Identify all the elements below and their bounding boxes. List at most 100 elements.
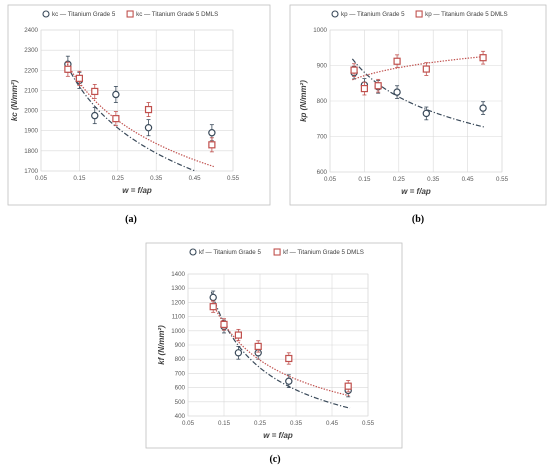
y-axis-title: kf (N/mm²)	[157, 325, 166, 365]
data-point-dmls	[91, 87, 99, 96]
chart-frame	[145, 242, 403, 449]
trendline-ti5	[65, 63, 197, 171]
y-tick-label: 1700	[24, 168, 38, 175]
y-tick-label: 1800	[24, 148, 38, 155]
data-point-dmls	[208, 141, 216, 149]
plot-area	[40, 29, 234, 172]
trendline-dmls	[352, 55, 485, 81]
chart-frame	[289, 4, 547, 206]
y-tick-label: 400	[175, 413, 186, 420]
x-tick-label: 0.35	[427, 176, 440, 183]
y-tick-label: 600	[175, 385, 186, 392]
x-tick-label: 0.05	[35, 175, 48, 182]
legend-marker-circle	[42, 10, 50, 18]
legend-marker-square	[415, 10, 423, 18]
panel-caption: (c)	[269, 454, 280, 465]
y-tick-label: 600	[317, 169, 328, 176]
data-point-dmls	[144, 105, 153, 114]
trendline-ti5	[210, 291, 351, 409]
chart-panel-2: 600 700 800 900 1000 0.05 0.15 0.25 0.35 0.45 0.55…	[289, 4, 547, 206]
x-tick-label: 0.55	[362, 420, 375, 427]
x-tick-label: 0.55	[227, 175, 240, 182]
panel-caption: (a)	[125, 214, 137, 225]
legend-marker-square	[273, 248, 281, 256]
y-tick-label: 1300	[171, 285, 185, 292]
data-point-dmls	[393, 57, 401, 65]
y-tick-label: 900	[317, 63, 328, 70]
y-tick-label: 1000	[313, 27, 327, 34]
x-tick-label: 0.15	[73, 175, 86, 182]
data-point-dmls	[254, 342, 262, 351]
data-point-dmls	[374, 82, 382, 90]
y-tick-label: 800	[175, 356, 186, 363]
data-point-ti5	[422, 109, 431, 118]
y-tick-label: 1400	[171, 271, 185, 278]
legend-marker-circle	[331, 10, 339, 18]
data-point-ti5	[234, 349, 243, 357]
x-tick-label: 0.15	[218, 420, 231, 427]
y-tick-label: 1100	[172, 314, 186, 321]
legend-label: kf — Titanium Grade 5 DMLS	[283, 249, 364, 256]
plot-area	[329, 29, 503, 173]
y-tick-label: 900	[175, 342, 186, 349]
data-point-ti5	[209, 293, 217, 302]
x-tick-label: 0.05	[324, 176, 337, 183]
x-tick-label: 0.35	[150, 175, 163, 182]
chart-frame	[7, 4, 271, 206]
x-tick-label: 0.25	[254, 420, 267, 427]
data-point-dmls	[479, 54, 487, 62]
data-point-ti5	[112, 90, 120, 99]
trendline-dmls	[65, 61, 214, 168]
legend-marker-square	[126, 10, 134, 18]
x-tick-label: 0.15	[358, 176, 371, 183]
x-axis-title: w = f/ap	[263, 431, 293, 440]
legend-marker-circle	[189, 248, 197, 256]
x-tick-label: 0.35	[290, 420, 303, 427]
x-tick-label: 0.25	[112, 175, 125, 182]
y-tick-label: 2100	[24, 87, 38, 94]
y-tick-label: 2000	[24, 108, 38, 115]
x-axis-title: w = f/ap	[122, 186, 152, 195]
y-tick-label: 1200	[171, 299, 185, 306]
x-tick-label: 0.45	[189, 175, 202, 182]
legend-label: kc — Titanium Grade 5 DMLS	[136, 11, 218, 18]
y-axis-title: kc (N/mm²)	[10, 79, 19, 121]
y-tick-label: 2300	[24, 47, 38, 54]
legend-label: kc — Titanium Grade 5	[52, 11, 116, 18]
trendline-ti5	[351, 58, 485, 128]
y-tick-label: 2200	[24, 67, 38, 74]
x-tick-label: 0.55	[496, 176, 509, 183]
data-point-ti5	[91, 111, 99, 120]
y-tick-label: 500	[175, 399, 186, 406]
data-point-ti5	[393, 88, 401, 96]
data-point-dmls	[112, 115, 120, 123]
plot-area	[187, 273, 369, 417]
x-axis-title: w = f/ap	[401, 187, 431, 196]
y-tick-label: 700	[175, 370, 186, 377]
data-point-ti5	[285, 377, 293, 385]
data-point-ti5	[208, 129, 216, 137]
data-point-dmls	[344, 382, 352, 390]
data-point-dmls	[234, 331, 242, 339]
panel-caption: (b)	[412, 214, 424, 225]
legend-label: kp — Titanium Grade 5 DMLS	[425, 11, 508, 18]
y-tick-label: 800	[317, 98, 328, 105]
y-tick-label: 2400	[24, 27, 38, 34]
y-axis-title: kp (N/mm²)	[299, 80, 308, 122]
chart-panel-1: 1700 1800 1900 2000 2100 2200 2300 2400 0.05 0.15…	[7, 4, 271, 206]
x-tick-label: 0.25	[393, 176, 406, 183]
data-point-dmls	[350, 66, 358, 74]
chart-panel-3: 400 500 600 700 800 900 1000 1100 1200 1300 1400 0.…	[145, 242, 403, 449]
data-point-dmls	[75, 74, 84, 82]
y-tick-label: 700	[317, 134, 328, 141]
legend-label: kf — Titanium Grade 5	[199, 249, 261, 256]
x-tick-label: 0.45	[462, 176, 475, 183]
data-point-dmls	[209, 303, 217, 311]
y-tick-label: 1900	[24, 128, 38, 135]
legend-label: kp — Titanium Grade 5	[341, 11, 405, 18]
data-point-ti5	[479, 104, 487, 112]
trendline-dmls	[210, 299, 351, 397]
data-point-ti5	[144, 123, 153, 132]
data-point-dmls	[220, 320, 228, 329]
